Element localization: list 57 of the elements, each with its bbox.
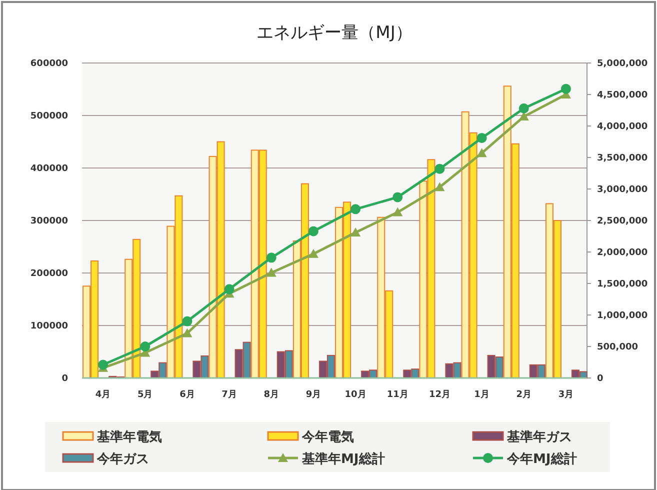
point xyxy=(140,342,150,352)
x-tick-label: 4月 xyxy=(95,389,111,400)
point xyxy=(266,252,276,263)
point xyxy=(518,103,529,114)
point xyxy=(434,164,445,174)
y2-tick-label: 0 xyxy=(597,374,604,384)
y2-tick-label: 1,000,000 xyxy=(597,311,648,321)
point xyxy=(350,227,361,236)
x-tick-label: 10月 xyxy=(344,389,366,400)
y-tick-label: 400000 xyxy=(30,164,68,174)
x-tick-label: 11月 xyxy=(386,389,408,400)
y-tick-label: 100000 xyxy=(30,322,68,332)
legend-label: 今年MJ総計 xyxy=(506,451,577,467)
y2-tick-label: 4,500,000 xyxy=(597,90,648,100)
x-tick-label: 3月 xyxy=(558,389,574,400)
x-tick-label: 12月 xyxy=(428,389,450,400)
y2-tick-label: 2,000,000 xyxy=(597,248,648,258)
point xyxy=(308,226,318,236)
y2-tick-label: 1,500,000 xyxy=(597,280,648,290)
y2-tick-label: 4,000,000 xyxy=(597,122,648,132)
x-tick-label: 2月 xyxy=(516,389,532,400)
y-tick-label: 0 xyxy=(62,374,68,384)
point xyxy=(98,360,108,370)
point xyxy=(476,148,487,158)
point xyxy=(392,192,403,202)
y2-tick-label: 5,000,000 xyxy=(597,59,648,69)
y2-tick-label: 500,000 xyxy=(597,342,638,352)
x-tick-label: 8月 xyxy=(264,389,280,400)
point xyxy=(392,207,403,216)
point xyxy=(266,268,276,277)
y-tick-label: 300000 xyxy=(30,216,68,226)
point xyxy=(476,132,487,143)
x-tick-label: 1月 xyxy=(474,389,490,400)
x-tick-label: 5月 xyxy=(137,389,153,400)
point xyxy=(350,204,361,214)
x-tick-label: 7月 xyxy=(222,389,237,400)
legend-label: 基準年MJ総計 xyxy=(301,451,385,467)
legend-label: 基準年電気 xyxy=(96,430,162,445)
x-tick-label: 6月 xyxy=(180,389,195,400)
point xyxy=(560,84,571,94)
y2-tick-label: 3,000,000 xyxy=(597,185,648,195)
point xyxy=(182,316,192,326)
point xyxy=(518,112,529,121)
y-tick-label: 500000 xyxy=(30,112,68,122)
point xyxy=(182,328,192,338)
legend-label: 今年電気 xyxy=(301,430,354,445)
y2-tick-label: 2,500,000 xyxy=(597,216,648,226)
y-tick-label: 200000 xyxy=(30,269,68,279)
y-tick-label: 600000 xyxy=(30,59,68,69)
point xyxy=(224,284,234,294)
point xyxy=(434,182,445,192)
point xyxy=(308,248,318,258)
legend-label: 今年ガス xyxy=(96,452,149,467)
title: エネルギー量（MJ） xyxy=(256,23,412,43)
y2-tick-label: 3,500,000 xyxy=(597,154,648,164)
x-tick-label: 9月 xyxy=(306,389,322,400)
legend-label: 基準年ガス xyxy=(506,430,572,445)
